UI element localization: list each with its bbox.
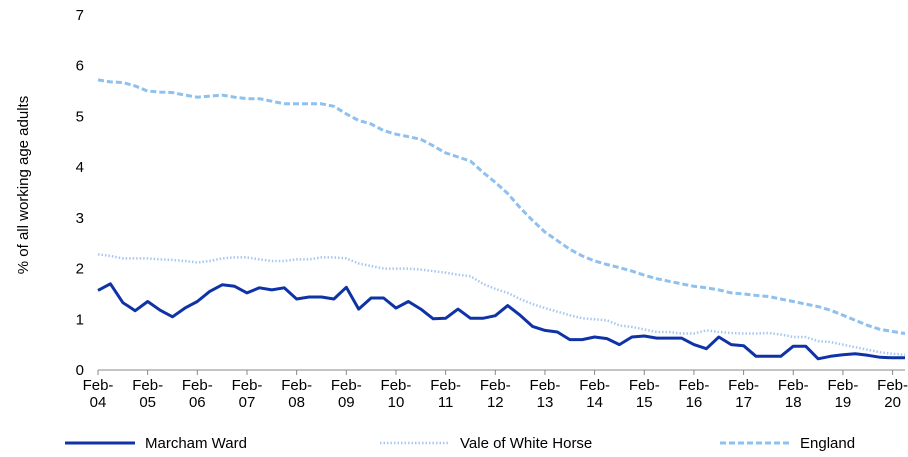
- y-tick-label: 2: [76, 261, 84, 278]
- x-tick-label: Feb-06: [182, 377, 213, 411]
- series-line: [97, 282, 905, 361]
- y-tick-label: 3: [76, 210, 84, 227]
- x-tick-label: Feb-18: [778, 377, 809, 411]
- x-tick-label: Feb-07: [232, 377, 263, 411]
- x-tick-label: Feb-20: [877, 377, 908, 411]
- x-tick-label: Feb-14: [579, 377, 610, 411]
- y-tick-label: 0: [76, 362, 84, 379]
- x-tick-label: Feb-05: [132, 377, 163, 411]
- x-tick-label: Feb-09: [331, 377, 362, 411]
- series-line: [97, 253, 906, 357]
- x-tick-label: Feb-17: [728, 377, 759, 411]
- x-tick-label: Feb-08: [281, 377, 312, 411]
- y-tick-label: 4: [76, 159, 84, 176]
- y-axis-label: % of all working age adults: [15, 96, 32, 274]
- x-tick-label: Feb-19: [828, 377, 859, 411]
- y-tick-label: 6: [76, 58, 84, 75]
- legend-label: England: [800, 435, 855, 452]
- y-tick-label: 1: [76, 311, 84, 328]
- x-tick-label: Feb-11: [430, 377, 461, 411]
- x-tick-label: Feb-13: [530, 377, 561, 411]
- series-line: [97, 78, 906, 335]
- legend-label: Marcham Ward: [145, 435, 247, 452]
- x-tick-label: Feb-04: [83, 377, 114, 411]
- y-tick-label: 7: [76, 7, 84, 24]
- x-tick-label: Feb-15: [629, 377, 660, 411]
- x-tick-label: Feb-12: [480, 377, 511, 411]
- y-tick-label: 5: [76, 108, 84, 125]
- legend-label: Vale of White Horse: [460, 435, 592, 452]
- x-tick-label: Feb-10: [381, 377, 412, 411]
- x-tick-label: Feb-16: [679, 377, 710, 411]
